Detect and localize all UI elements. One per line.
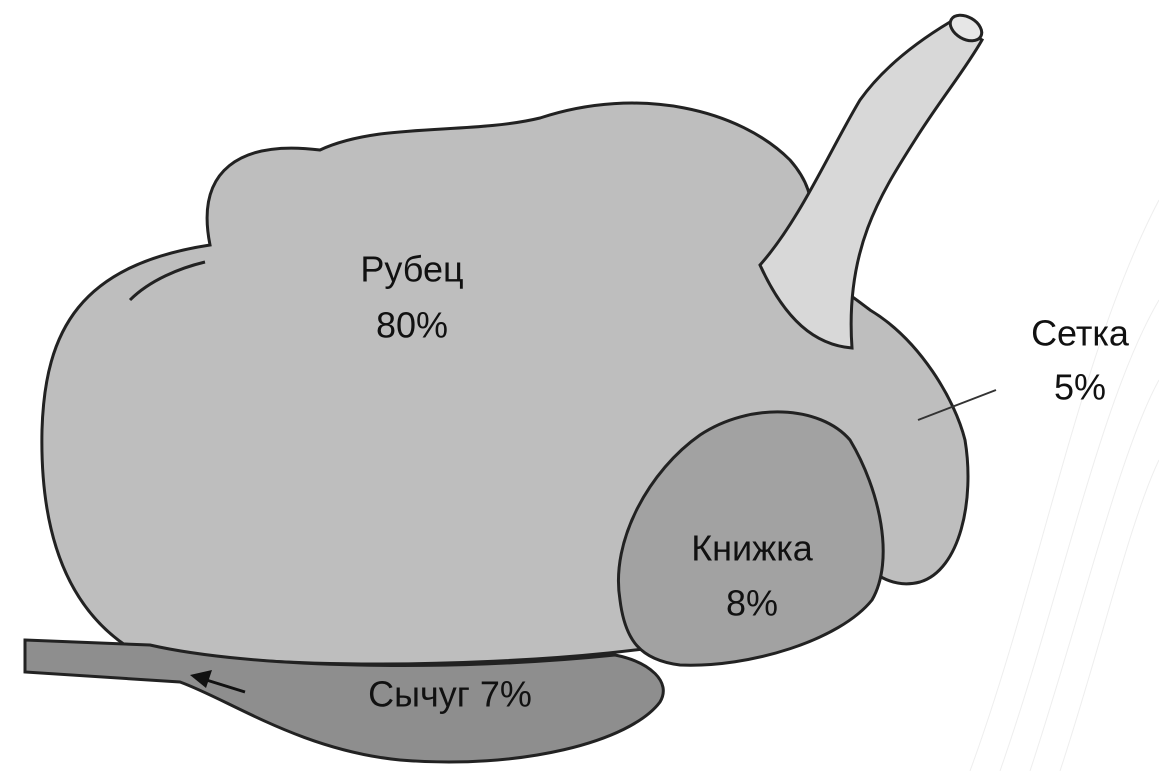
node-share: 5% [1054,367,1106,408]
stomach-diagram: Рубец 80% Сетка 5% Книжка 8% Сычуг 7% [0,0,1159,771]
node-label: Сетка [1031,313,1130,354]
node-label: Сычуг 7% [368,674,532,715]
node-share: 80% [376,305,448,346]
node-label: Рубец [360,249,463,290]
node-label: Книжка [691,528,814,569]
node-share: 8% [726,583,778,624]
page: {"nodes": [ {"label": "Рубец", "share": … [0,0,1159,771]
background-pattern [970,200,1159,771]
